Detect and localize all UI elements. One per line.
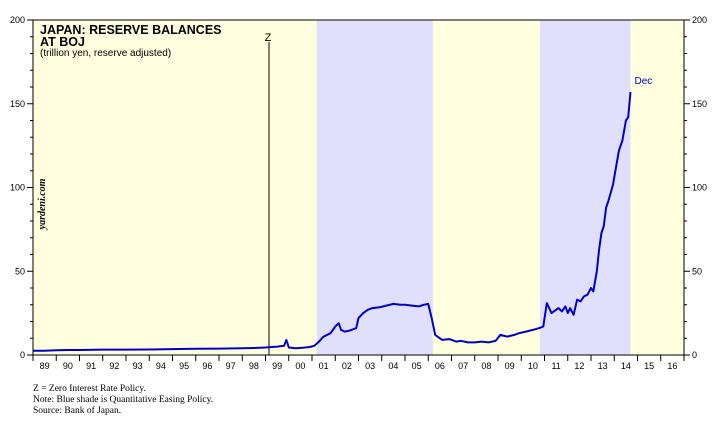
note-shade: Note: Blue shade is Quantitative Easing … (33, 395, 214, 405)
x-tick-label: 02 (342, 361, 352, 371)
chart-title-line-1: JAPAN: RESERVE BALANCES (40, 23, 222, 37)
chart-subtitle: (trillion yen, reserve adjusted) (40, 48, 171, 59)
y-tick-label-right: 50 (692, 266, 702, 276)
x-tick-label: 94 (156, 361, 166, 371)
y-tick-label-right: 100 (692, 183, 707, 193)
x-tick-label: 04 (388, 361, 398, 371)
x-tick-label: 91 (86, 361, 96, 371)
x-tick-label: 96 (202, 361, 212, 371)
x-tick-label: 89 (40, 361, 50, 371)
x-tick-label: 00 (295, 361, 305, 371)
note-zirp: Z = Zero Interest Rate Policy. (33, 384, 146, 394)
qe-shade-2 (539, 20, 631, 355)
zirp-label: Z (265, 32, 272, 44)
x-tick-label: 13 (598, 361, 608, 371)
note-source: Source: Bank of Japan. (33, 406, 122, 416)
y-tick-label-right: 150 (692, 99, 707, 109)
x-tick-label: 95 (179, 361, 189, 371)
x-tick-label: 01 (319, 361, 329, 371)
x-tick-label: 93 (133, 361, 143, 371)
x-tick-label: 16 (667, 361, 677, 371)
qe-shade-1 (316, 20, 433, 355)
y-tick-label-left: 150 (10, 99, 25, 109)
x-tick-label: 15 (644, 361, 654, 371)
x-tick-label: 03 (365, 361, 375, 371)
x-tick-label: 98 (249, 361, 259, 371)
footnotes: Z = Zero Interest Rate Policy. Note: Blu… (33, 384, 213, 417)
x-tick-label: 97 (226, 361, 236, 371)
x-tick-label: 90 (63, 361, 73, 371)
x-tick-label: 11 (551, 361, 560, 371)
x-tick-label: 10 (528, 361, 538, 371)
series-end-label: Dec (635, 76, 653, 87)
chart-title-line-2: AT BOJ (40, 35, 85, 49)
x-tick-label: 07 (458, 361, 468, 371)
x-tick-label: 99 (272, 361, 282, 371)
watermark: yardeni.com (37, 178, 48, 230)
x-tick-label: 92 (109, 361, 119, 371)
x-tick-label: 06 (435, 361, 445, 371)
y-tick-label-left: 50 (15, 266, 25, 276)
x-tick-label: 12 (574, 361, 584, 371)
x-tick-label: 05 (412, 361, 422, 371)
x-tick-label: 08 (481, 361, 491, 371)
y-tick-label-left: 100 (10, 183, 25, 193)
series-line (33, 91, 632, 352)
x-tick-label: 14 (621, 361, 631, 371)
y-tick-label-right: 200 (692, 15, 707, 25)
x-tick-label: 09 (505, 361, 515, 371)
y-tick-label-left: 0 (20, 350, 25, 360)
y-tick-label-right: 0 (692, 350, 697, 360)
y-tick-label-left: 200 (10, 15, 25, 25)
